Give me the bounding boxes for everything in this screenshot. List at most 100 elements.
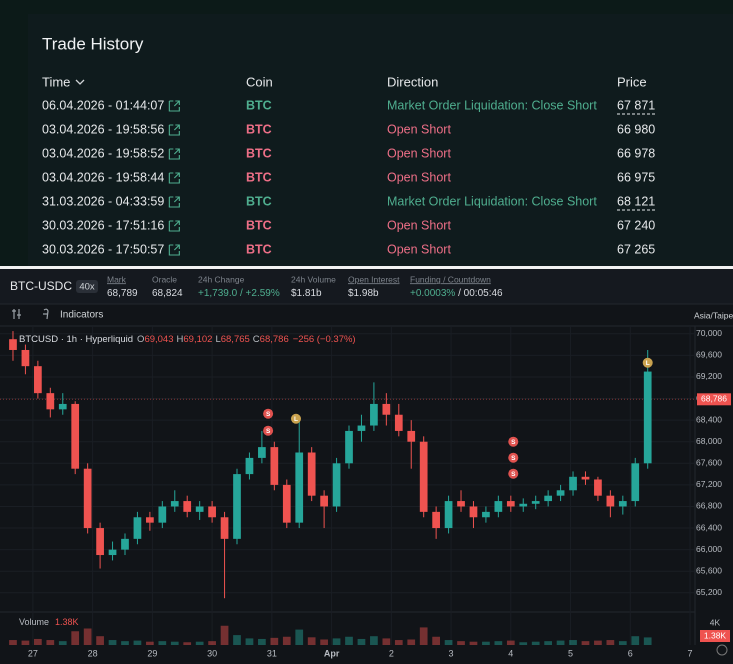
trade-marker-label: S (511, 471, 516, 478)
y-tick-label: 66,800 (696, 501, 722, 511)
stat-value: 68,789 (107, 288, 138, 299)
legend-value: 69,102 (183, 334, 212, 345)
pair: BTC-USDC (10, 279, 72, 293)
stat-label: 24h Volume (291, 274, 336, 284)
market-header (0, 269, 733, 304)
candle-body (133, 517, 142, 539)
candle-body (58, 403, 67, 410)
candle-body (295, 452, 304, 523)
stat-value: +0.0003% (410, 288, 455, 299)
stat-value: +0.0003% / 00:05:46 (410, 288, 503, 299)
column-header: Price (617, 74, 647, 89)
separator (0, 266, 733, 269)
volume-tick-label: 4K (710, 617, 721, 627)
sort-icon[interactable] (75, 79, 85, 85)
trade-marker-label: L (294, 416, 298, 423)
x-tick-label: 2 (389, 648, 394, 658)
candle-body (606, 495, 615, 507)
y-tick-label: 65,200 (696, 587, 722, 597)
candle-body (631, 463, 640, 502)
candle-body (83, 468, 92, 529)
volume-bar (382, 638, 391, 645)
coin: BTC (246, 194, 272, 208)
external-link-icon[interactable] (168, 244, 180, 256)
stat-value: $1.98b (348, 288, 379, 299)
candle-body (282, 484, 291, 523)
column-header[interactable]: Time (42, 74, 70, 89)
trade-marker[interactable] (508, 468, 519, 479)
volume-bar (519, 642, 528, 645)
trade-marker[interactable] (263, 408, 274, 419)
x-tick-label: 27 (28, 648, 38, 658)
trade-marker[interactable] (290, 413, 301, 424)
external-link-icon[interactable] (168, 196, 180, 208)
external-link-icon[interactable] (168, 172, 180, 184)
y-tick-label: 67,200 (696, 479, 722, 489)
coin: BTC (246, 242, 272, 256)
volume-bar (457, 641, 465, 645)
trade-history-panel (28, 14, 733, 266)
candle-body (96, 528, 104, 556)
candle-body (320, 495, 328, 507)
candle-body (370, 403, 378, 426)
coin: BTC (246, 98, 272, 112)
x-tick-label: 29 (147, 648, 157, 658)
x-tick-label: 5 (568, 648, 573, 658)
legend-value: 68,765 (221, 334, 250, 345)
trade-time: 30.03.2026 - 17:50:57 (42, 242, 164, 256)
volume-bar (158, 641, 167, 645)
coin: BTC (246, 218, 272, 232)
volume-bar (21, 640, 30, 645)
settings-icon[interactable] (716, 644, 728, 656)
volume-bar (183, 642, 192, 645)
candle-body (457, 501, 465, 507)
chart-panel (0, 269, 733, 664)
indicators-button[interactable]: Indicators (60, 310, 103, 321)
candle-body (195, 506, 204, 512)
trade-marker[interactable] (263, 425, 274, 436)
volume-bar (34, 638, 42, 645)
toolbar-icons (12, 308, 49, 320)
direction: Open Short (387, 242, 451, 256)
coin: BTC (246, 170, 272, 184)
candle-body (46, 393, 55, 410)
volume-bar (482, 641, 490, 645)
external-link-icon[interactable] (168, 220, 180, 232)
candle-body (258, 447, 266, 458)
price: 66 978 (617, 146, 655, 160)
volume-bar (83, 628, 92, 645)
external-link-icon[interactable] (168, 148, 180, 160)
volume-bar (407, 639, 416, 645)
volume-bar (58, 641, 67, 645)
legend-key: L (215, 334, 220, 345)
y-tick-label: 65,600 (696, 565, 722, 575)
y-tick-label: 68,000 (696, 436, 722, 446)
candle-body (345, 430, 353, 464)
trade-marker[interactable] (508, 436, 519, 447)
price: 67 240 (617, 218, 655, 232)
candle-body (494, 501, 503, 512)
candle-body (469, 506, 478, 518)
candle-body (569, 476, 577, 491)
volume-bar (170, 641, 179, 645)
volume-bar (233, 635, 241, 645)
candle-body (506, 501, 515, 507)
external-link-icon[interactable] (168, 124, 180, 136)
trade-marker[interactable] (642, 357, 653, 368)
y-tick-label: 66,000 (696, 544, 722, 554)
stat-value: / 00:05:46 (455, 288, 503, 299)
candle-body (121, 538, 129, 550)
stat-value: $1.81b (291, 288, 322, 299)
trade-marker[interactable] (508, 452, 519, 463)
candle-body (158, 506, 167, 523)
external-link-icon[interactable] (168, 100, 180, 112)
candle-body (519, 503, 528, 507)
volume-bar (345, 636, 353, 645)
stat-label: Mark (107, 274, 127, 284)
trade-marker-label: S (266, 411, 271, 418)
candle-body (220, 517, 229, 539)
candle-body (382, 403, 391, 415)
volume-bar (569, 640, 577, 645)
trade-time: 30.03.2026 - 17:51:16 (42, 218, 164, 232)
candle-body (531, 501, 540, 504)
